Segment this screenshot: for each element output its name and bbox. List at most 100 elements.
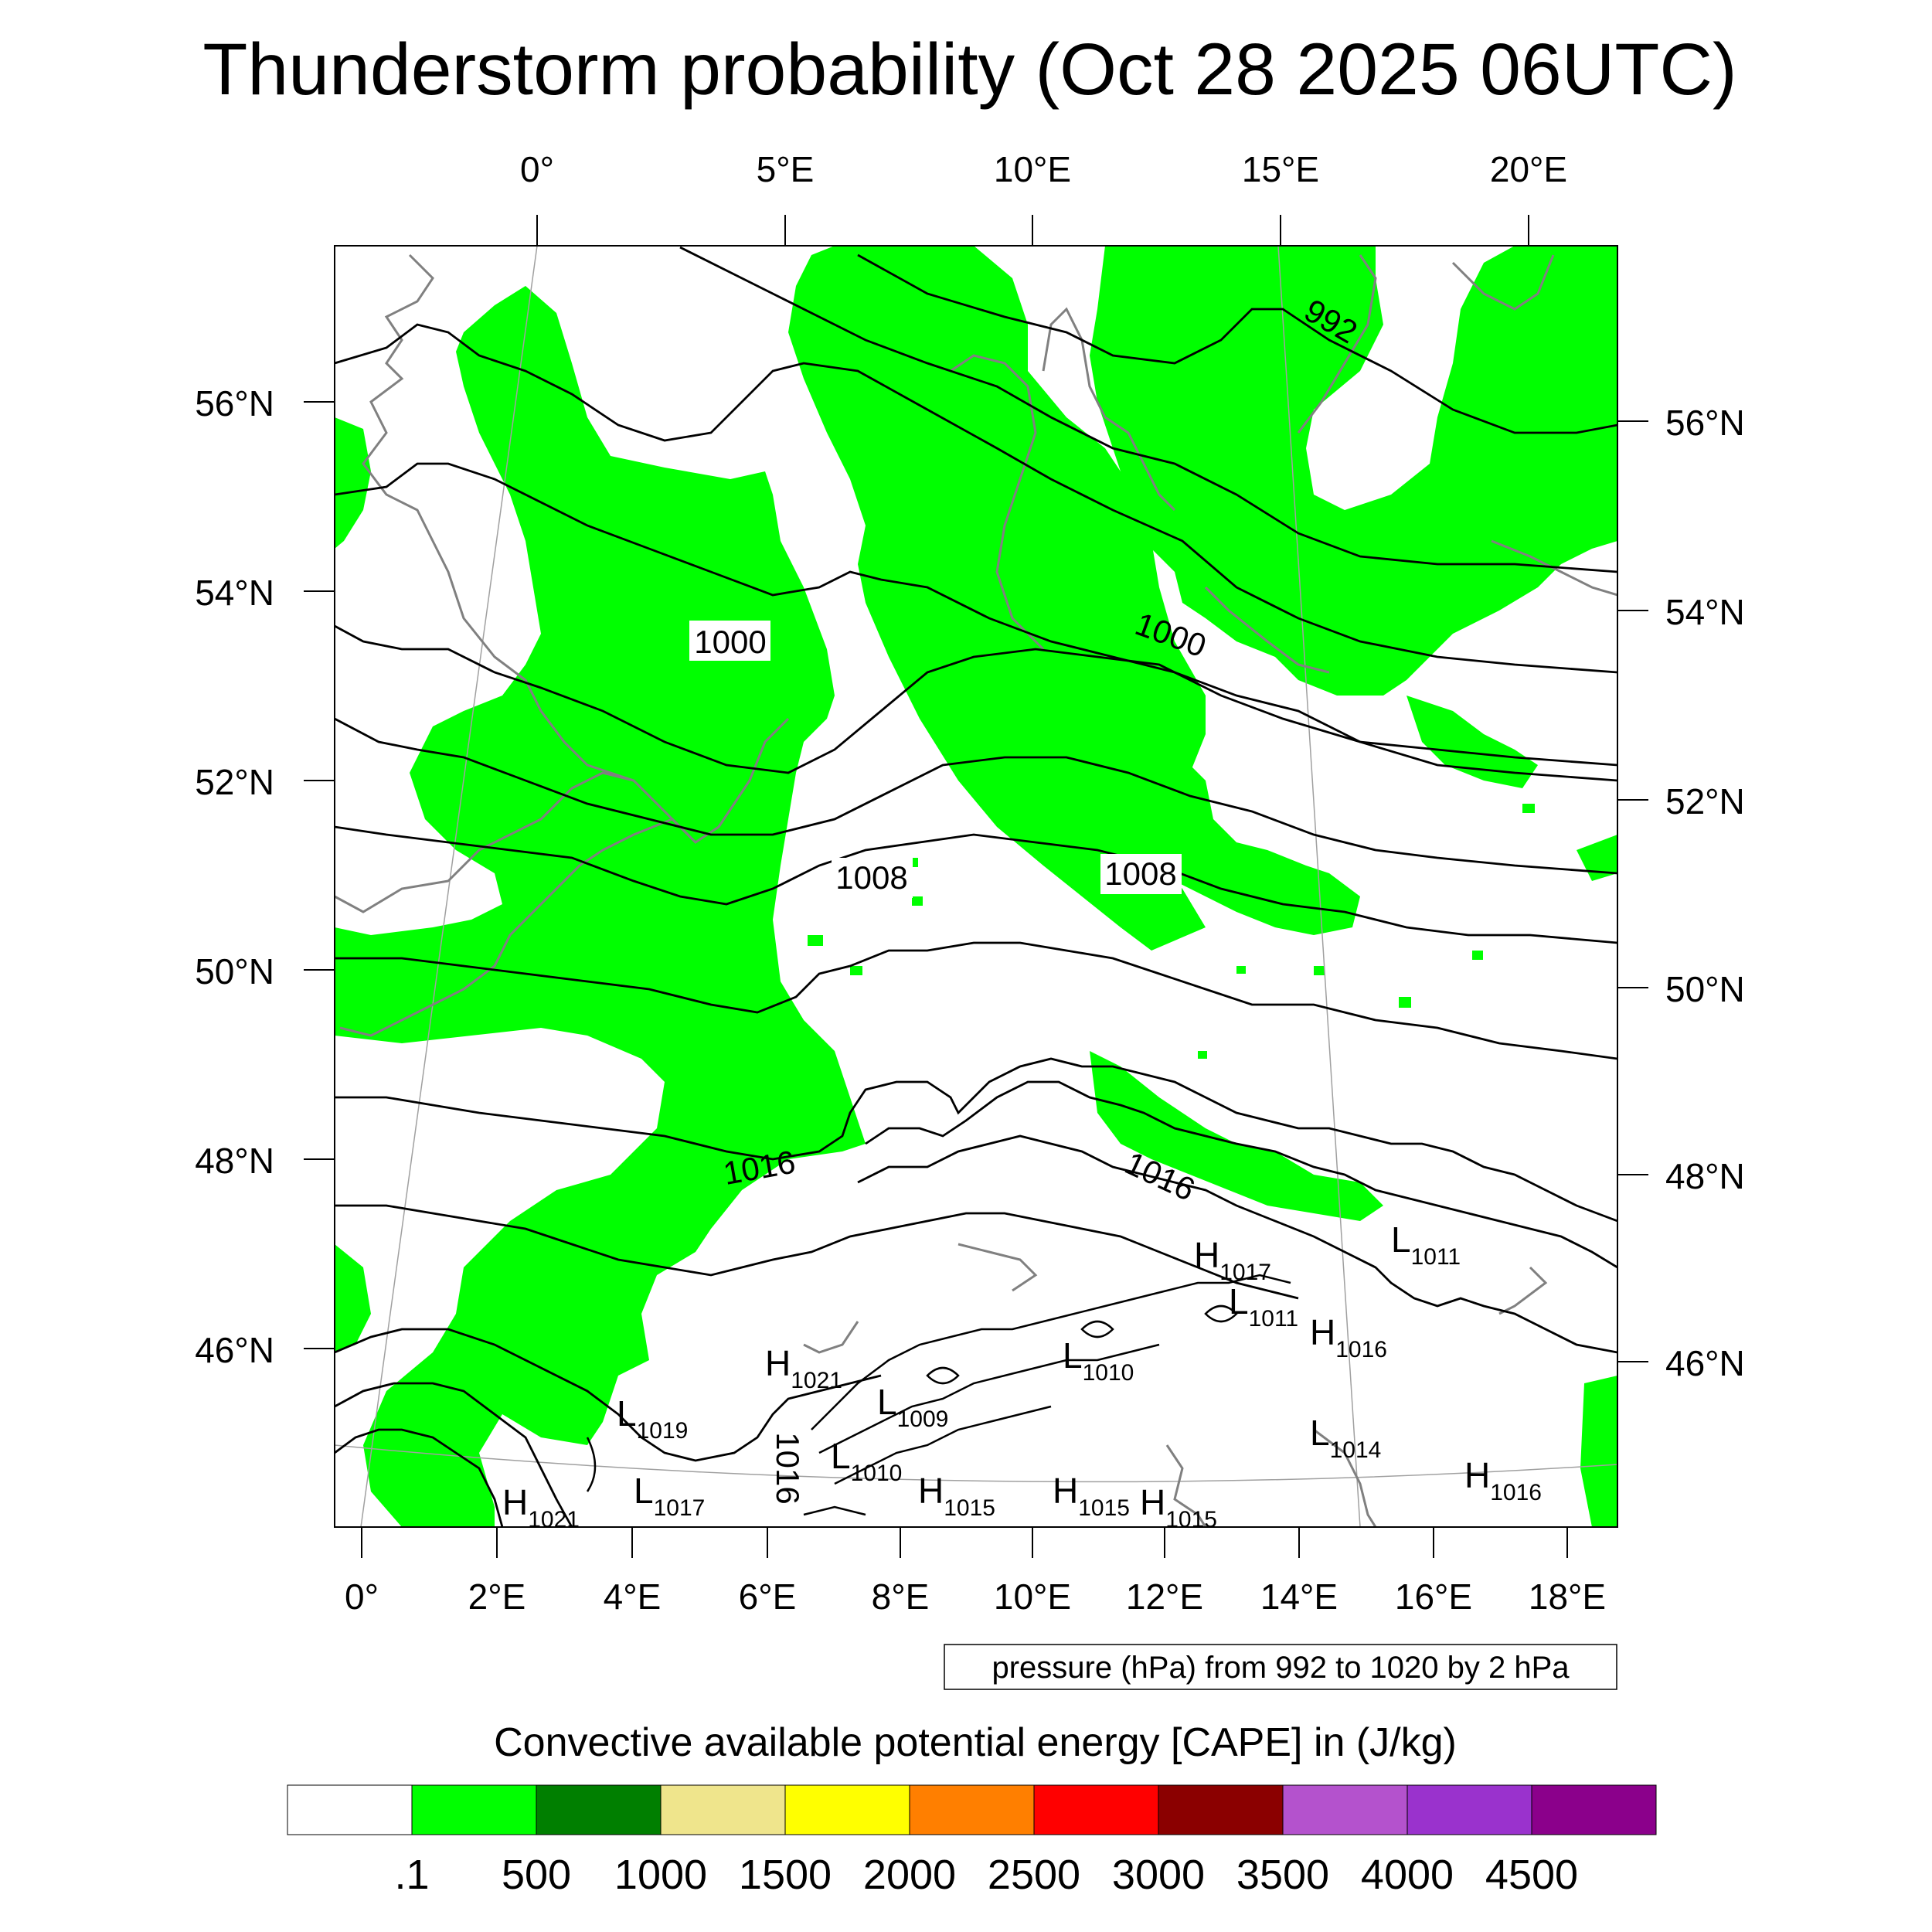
right-lat-label: 52°N	[1665, 781, 1745, 821]
pressure-center: L1011	[1391, 1219, 1461, 1270]
isobar-1004	[335, 825, 1617, 944]
colorbar-swatch	[784, 1784, 910, 1835]
colorbar-swatch	[660, 1784, 786, 1835]
pressure-centers: H1017 L1011 L1011 H1016 H1021 L1010 L101…	[502, 1219, 1542, 1532]
pressure-center: H1021	[765, 1343, 842, 1393]
right-lat-label: 48°N	[1665, 1156, 1745, 1196]
cape-region-southeast	[1580, 1376, 1617, 1527]
right-lat-axis	[1617, 420, 1648, 1362]
left-lat-axis	[304, 401, 335, 1349]
pressure-center: L1009	[877, 1382, 948, 1432]
colorbar-label: 1500	[739, 1852, 832, 1898]
isobar-label-1008-a: 1008	[835, 859, 907, 896]
isobar-1016	[335, 1328, 882, 1462]
colorbar-label: 3500	[1236, 1852, 1329, 1898]
isobar-label-1016-c: 1016	[770, 1432, 806, 1504]
colorbar	[287, 1784, 1657, 1835]
right-lat-label: 54°N	[1665, 592, 1745, 632]
isobar-labels: 992 1000 1000 1008 1008 1016 1016 1016	[689, 292, 1363, 1505]
pressure-center: L1017	[634, 1471, 705, 1521]
isobar-998	[335, 462, 1617, 767]
colorbar-swatch	[909, 1784, 1035, 1835]
pressure-center: L1010	[1063, 1335, 1134, 1386]
bottom-lon-label: 16°E	[1395, 1577, 1472, 1617]
map-frame	[334, 245, 1618, 1528]
bottom-lon-label: 6°E	[739, 1577, 797, 1617]
pressure-center: H1017	[1194, 1235, 1271, 1285]
isobar-1020	[335, 1428, 504, 1527]
bottom-lon-label: 14°E	[1260, 1577, 1338, 1617]
pressure-center: L1011	[1229, 1281, 1298, 1332]
map-area: 992 1000 1000 1008 1008 1016 1016 1016 H…	[335, 246, 1617, 1532]
colorbar-swatch	[1531, 1784, 1657, 1835]
left-lat-label: 54°N	[195, 573, 274, 613]
isobar-1006	[335, 941, 1617, 1060]
cape-region-west-edge	[335, 417, 371, 549]
isobar-1000	[335, 624, 1617, 782]
cape-shading	[335, 246, 1617, 1527]
graticule	[335, 246, 1617, 1527]
top-lon-label: 10°E	[994, 149, 1071, 189]
left-lat-label: 52°N	[195, 762, 274, 802]
isobar-1012	[857, 1134, 1617, 1354]
figure-title: Thunderstorm probability (Oct 28 2025 06…	[202, 29, 1736, 111]
isobar-1018	[335, 1382, 573, 1527]
pressure-center: H1015	[918, 1471, 995, 1521]
right-lat-label: 56°N	[1665, 403, 1745, 443]
bottom-lon-label: 12°E	[1126, 1577, 1203, 1617]
colorbar-label: 1000	[614, 1852, 707, 1898]
right-lat-label: 50°N	[1665, 969, 1745, 1009]
pressure-center: H1015	[1053, 1471, 1130, 1521]
colorbar-label: 2500	[988, 1852, 1080, 1898]
colorbar-swatch	[287, 1784, 413, 1835]
pressure-note: pressure (hPa) from 992 to 1020 by 2 hPa	[992, 1651, 1570, 1685]
isobar-1014	[335, 1204, 1299, 1300]
pressure-note-box	[944, 1644, 1617, 1690]
bottom-lon-label: 18°E	[1529, 1577, 1606, 1617]
isobar-1008	[335, 1057, 1617, 1223]
cape-region-northeast	[1090, 246, 1617, 696]
pressure-center: H1016	[1310, 1312, 1387, 1362]
bottom-lon-axis	[361, 1527, 1568, 1558]
cape-region-central-strip	[1012, 641, 1360, 935]
left-lat-label: 48°N	[195, 1141, 274, 1181]
colorbar-swatch	[1033, 1784, 1159, 1835]
bottom-lon-label: 0°	[345, 1577, 379, 1617]
isobar-1002	[335, 717, 1617, 875]
bottom-lon-label: 8°E	[872, 1577, 930, 1617]
pressure-center: H1016	[1464, 1455, 1542, 1505]
colorbar-label: 4000	[1361, 1852, 1454, 1898]
cape-region-west-lower	[335, 1244, 371, 1352]
colorbar-swatch	[1406, 1784, 1532, 1835]
top-lon-label: 5°E	[757, 149, 815, 189]
pressure-center: H1021	[502, 1482, 580, 1532]
bottom-lon-label: 10°E	[994, 1577, 1071, 1617]
cape-region-central-south	[1090, 1051, 1383, 1221]
isobar-label-1008-b: 1008	[1104, 855, 1176, 892]
colorbar-labels: .1 500 1000 1500 2000 2500 3000 3500 4000 4500	[394, 1852, 1578, 1898]
left-lat-label: 50°N	[195, 951, 274, 992]
colorbar-swatch	[1282, 1784, 1408, 1835]
cape-region-east-mid	[1406, 696, 1538, 788]
isobar-994	[679, 246, 1617, 573]
colorbar-swatch	[411, 1784, 537, 1835]
pressure-center: L1010	[831, 1436, 902, 1486]
top-lon-label: 20°E	[1490, 149, 1567, 189]
colorbar-label: 2000	[863, 1852, 956, 1898]
left-lat-label: 46°N	[195, 1330, 274, 1370]
colorbar-label: 500	[502, 1852, 571, 1898]
pressure-center: L1019	[617, 1393, 688, 1444]
bottom-lon-label: 2°E	[468, 1577, 526, 1617]
left-lat-label: 56°N	[195, 383, 274, 423]
colorbar-swatch	[1158, 1784, 1284, 1835]
top-lon-axis	[536, 215, 1529, 246]
cape-region-east-edge	[1577, 835, 1617, 881]
pressure-center: H1015	[1140, 1482, 1217, 1532]
isobar-label-1000-a: 1000	[694, 624, 766, 660]
colorbar-label: .1	[394, 1852, 429, 1898]
isobar-996	[335, 323, 1617, 674]
cape-region-west-band	[335, 286, 866, 1527]
right-lat-label: 46°N	[1665, 1343, 1745, 1383]
isobars	[335, 246, 1617, 1527]
